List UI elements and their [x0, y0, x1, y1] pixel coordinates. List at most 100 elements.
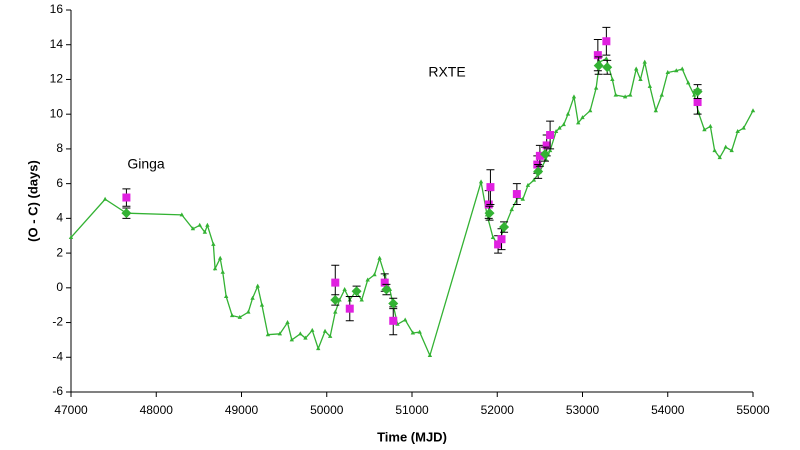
y-tick-label: 12: [50, 72, 64, 86]
line-marker: [197, 222, 202, 227]
line-marker: [717, 155, 722, 160]
line-marker: [410, 330, 416, 335]
line-marker: [638, 76, 643, 81]
diamond-marker: [351, 286, 362, 297]
line-marker: [628, 92, 633, 97]
line-marker: [342, 287, 347, 292]
line-marker: [255, 283, 260, 288]
y-axis-title: (O - C) (days): [25, 160, 40, 242]
square-marker: [535, 151, 544, 160]
line-marker: [576, 120, 581, 125]
line-marker: [223, 294, 229, 298]
line-marker: [237, 314, 242, 319]
y-tick-label: -6: [52, 384, 63, 398]
square-marker: [389, 316, 398, 325]
diamond-marker: [539, 149, 550, 160]
line-marker: [647, 83, 653, 88]
square-marker: [497, 235, 506, 244]
line-marker: [708, 123, 713, 128]
x-tick-label: 47000: [54, 403, 88, 417]
line-marker: [750, 108, 756, 113]
y-tick-label: 0: [56, 280, 63, 294]
line-marker: [259, 302, 265, 307]
square-marker: [602, 37, 611, 46]
line-marker: [561, 122, 566, 127]
diamond-marker: [499, 222, 510, 233]
line-marker: [702, 127, 707, 132]
line-marker: [289, 337, 294, 342]
line-marker: [674, 68, 679, 73]
line-marker: [610, 76, 615, 81]
line-marker: [653, 108, 659, 113]
line-marker: [741, 125, 746, 130]
line-marker: [190, 226, 196, 231]
line-marker: [525, 182, 531, 187]
line-marker: [604, 56, 609, 61]
line-marker: [205, 222, 210, 227]
line-marker: [427, 353, 433, 358]
square-marker: [380, 278, 389, 287]
line-marker: [520, 196, 526, 201]
line-marker: [509, 207, 514, 212]
square-marker: [345, 304, 354, 313]
line-marker: [372, 272, 377, 277]
line-marker: [622, 94, 628, 99]
line-marker: [402, 317, 408, 322]
line-marker: [691, 92, 697, 97]
line-marker: [580, 115, 585, 120]
line-marker: [316, 346, 321, 351]
y-tick-label: 4: [56, 211, 63, 225]
x-tick-label: 53000: [566, 403, 600, 417]
line-marker: [333, 309, 338, 314]
diamond-marker: [602, 62, 613, 73]
line-marker: [490, 234, 496, 239]
x-tick-label: 52000: [481, 403, 515, 417]
line-marker: [285, 320, 290, 325]
line-marker: [531, 177, 537, 182]
square-marker: [122, 193, 131, 202]
square-marker: [593, 51, 602, 60]
line-marker: [277, 331, 283, 336]
line-marker: [202, 229, 208, 234]
line-marker: [327, 333, 333, 338]
y-tick-label: -2: [52, 315, 63, 329]
line-marker: [613, 92, 618, 97]
y-tick-label: 6: [56, 176, 63, 190]
x-tick-label: 50000: [310, 403, 344, 417]
line-marker: [565, 111, 571, 116]
diamond-marker: [484, 208, 495, 219]
line-marker: [712, 148, 717, 153]
line-marker: [686, 80, 691, 85]
line-marker: [680, 66, 685, 71]
line-marker: [365, 277, 370, 282]
square-marker: [542, 141, 551, 150]
line-marker: [377, 255, 382, 260]
line-marker: [557, 125, 562, 130]
annotation: Ginga: [127, 156, 165, 172]
line-marker: [571, 94, 577, 99]
square-marker: [693, 98, 702, 107]
diamond-marker: [121, 208, 132, 219]
line-marker: [634, 66, 639, 71]
x-tick-label: 51000: [395, 403, 429, 417]
square-marker: [331, 278, 340, 287]
y-tick-label: 16: [50, 2, 64, 16]
square-marker: [546, 131, 555, 140]
y-tick-label: -4: [52, 349, 63, 363]
diamond-marker: [330, 294, 341, 305]
line-marker: [102, 196, 108, 201]
line-marker: [322, 328, 328, 333]
y-tick-label: 8: [56, 141, 63, 155]
line-marker: [220, 269, 225, 274]
line-marker: [229, 313, 235, 318]
square-marker: [486, 183, 495, 192]
x-axis-title: Time (MJD): [377, 429, 447, 444]
line-marker: [729, 148, 734, 153]
line-marker: [587, 108, 593, 113]
line-marker: [478, 179, 484, 184]
line-marker: [547, 148, 553, 153]
line-marker: [310, 327, 315, 332]
line-marker: [217, 255, 223, 260]
